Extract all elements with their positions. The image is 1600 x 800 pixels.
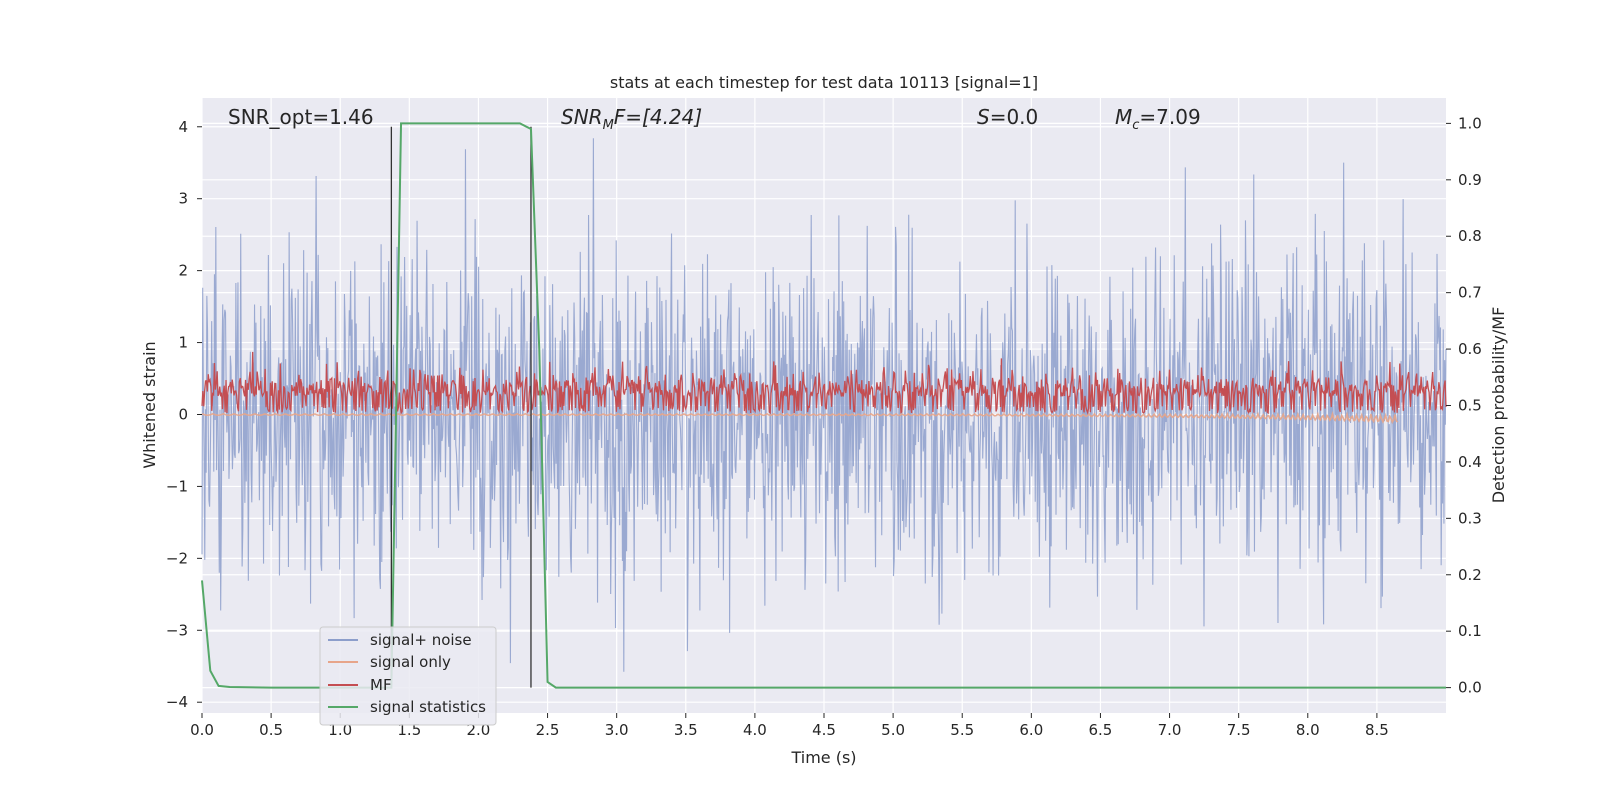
series-mf — [201, 351, 1447, 415]
x-tick-label: 6.0 — [1019, 721, 1043, 739]
right-y-tick-label: 0.4 — [1458, 453, 1482, 471]
snr-opt-annotation: SNR_opt=1.46 — [228, 105, 374, 129]
x-tick-label: 3.0 — [605, 721, 629, 739]
marker-lines — [390, 126, 532, 688]
legend-label-signal-noise: signal+ noise — [370, 631, 472, 649]
left-y-tick-label: 2 — [178, 262, 188, 280]
series-signal-statistics — [201, 122, 1446, 689]
x-axis-label: Time (s) — [790, 748, 856, 767]
x-tick-label: 0.0 — [190, 721, 214, 739]
x-tick-label: 5.5 — [950, 721, 974, 739]
right-y-axis-label: Detection probability/MF — [1489, 307, 1508, 504]
left-y-axis-label: Whitened strain — [140, 341, 159, 468]
mc-label: M — [1115, 105, 1132, 129]
left-y-tick-label: −2 — [166, 549, 188, 567]
mc-subscript: c — [1132, 118, 1139, 133]
legend-label-signal-only: signal only — [370, 653, 451, 671]
left-y-tick-label: −4 — [166, 693, 188, 711]
s-annotation: S=0.0 — [977, 105, 1038, 129]
legend-label-mf: MF — [370, 676, 392, 694]
x-tick-label: 7.5 — [1227, 721, 1251, 739]
x-tick-label: 2.5 — [536, 721, 560, 739]
series-signal-only — [201, 410, 1399, 425]
left-y-tick-label: 3 — [178, 190, 188, 208]
snr-mf-rest: F=[4.24] — [614, 105, 702, 129]
x-tick-label: 5.0 — [881, 721, 905, 739]
x-tick-label: 3.5 — [674, 721, 698, 739]
left-y-tick-label: 4 — [178, 118, 188, 136]
chart-title: stats at each timestep for test data 101… — [610, 73, 1038, 92]
right-y-tick-label: 0.6 — [1458, 340, 1482, 358]
legend-box — [319, 626, 497, 726]
left-y-tick-label: 1 — [178, 334, 188, 352]
mc-annotation: Mc=7.09 — [1115, 105, 1201, 133]
right-y-axis-ticks: 1.0 0.9 0.8 0.7 0.6 0.5 0.4 0.3 0.2 0.1 0.0 — [1446, 114, 1482, 697]
x-axis-ticks: 0.0 0.5 1.0 1.5 2.0 2.5 3.0 3.5 4.0 4.5 5.0 5.5 6.0 6… — [190, 713, 1389, 739]
x-tick-label: 4.5 — [812, 721, 836, 739]
legend: signal+ noise signal only MF signal stat… — [319, 626, 497, 726]
x-tick-label: 6.5 — [1089, 721, 1113, 739]
x-tick-label: 4.0 — [743, 721, 767, 739]
right-y-tick-label: 0.0 — [1458, 679, 1482, 697]
legend-label-signal-statistics: signal statistics — [370, 698, 486, 716]
x-tick-label: 8.5 — [1365, 721, 1389, 739]
right-y-tick-label: 0.1 — [1458, 622, 1482, 640]
right-y-tick-label: 0.7 — [1458, 284, 1482, 302]
left-y-tick-label: 0 — [178, 405, 188, 423]
right-y-tick-label: 0.5 — [1458, 397, 1482, 415]
right-y-tick-label: 1.0 — [1458, 114, 1482, 132]
left-y-tick-label: −3 — [166, 621, 188, 639]
signal-statistics-line — [201, 122, 1446, 689]
s-label: S — [977, 105, 990, 129]
x-tick-label: 0.5 — [259, 721, 283, 739]
snr-mf-label: SNR — [561, 105, 603, 129]
left-y-axis-ticks: 4 3 2 1 0 −1 −2 −3 −4 — [166, 118, 202, 711]
right-y-tick-label: 0.8 — [1458, 227, 1482, 245]
left-y-tick-label: −1 — [166, 477, 188, 495]
right-y-tick-label: 0.2 — [1458, 566, 1482, 584]
x-tick-label: 8.0 — [1296, 721, 1320, 739]
signal-only-line — [201, 410, 1399, 425]
s-value: =0.0 — [990, 105, 1039, 129]
x-tick-label: 7.0 — [1158, 721, 1182, 739]
right-y-tick-label: 0.3 — [1458, 509, 1482, 527]
mc-value: =7.09 — [1139, 105, 1200, 129]
snr-mf-annotation: SNRMF=[4.24] — [561, 105, 702, 133]
mf-line — [201, 351, 1447, 415]
snr-mf-subscript: M — [603, 118, 614, 133]
right-y-tick-label: 0.9 — [1458, 171, 1482, 189]
